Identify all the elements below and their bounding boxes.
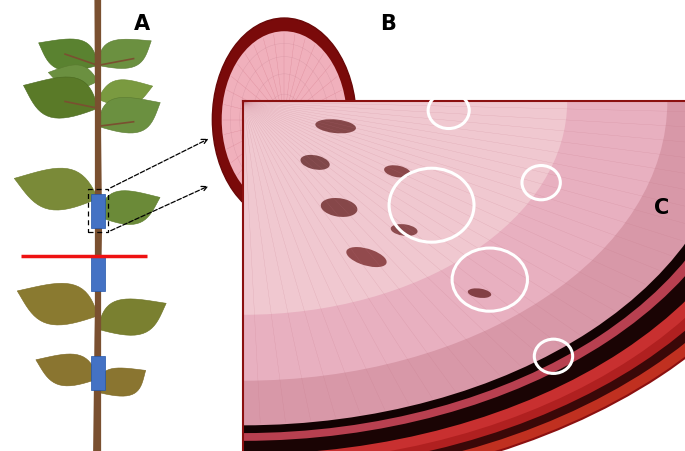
Ellipse shape — [212, 18, 356, 221]
Ellipse shape — [301, 155, 329, 170]
Wedge shape — [243, 101, 685, 451]
Wedge shape — [243, 101, 685, 451]
Polygon shape — [38, 39, 98, 71]
Text: C: C — [654, 198, 669, 218]
Ellipse shape — [468, 288, 491, 298]
Ellipse shape — [390, 224, 418, 236]
Ellipse shape — [347, 247, 386, 267]
Ellipse shape — [321, 198, 358, 217]
Polygon shape — [98, 39, 151, 69]
Wedge shape — [243, 101, 685, 425]
Wedge shape — [243, 101, 685, 451]
Ellipse shape — [384, 165, 410, 178]
Wedge shape — [243, 101, 685, 451]
Ellipse shape — [315, 119, 356, 133]
Polygon shape — [98, 97, 160, 133]
Polygon shape — [98, 368, 146, 396]
Bar — [91, 194, 105, 228]
Wedge shape — [243, 101, 685, 451]
Ellipse shape — [222, 31, 347, 208]
Bar — [91, 257, 105, 291]
Bar — [91, 356, 105, 390]
Polygon shape — [23, 77, 98, 118]
Wedge shape — [243, 101, 685, 441]
Polygon shape — [36, 354, 98, 386]
Polygon shape — [14, 168, 98, 210]
Polygon shape — [49, 65, 98, 89]
Polygon shape — [17, 283, 98, 325]
Bar — [88, 189, 108, 232]
Polygon shape — [98, 80, 153, 106]
Wedge shape — [243, 101, 667, 381]
Ellipse shape — [285, 106, 297, 124]
Text: B: B — [380, 14, 396, 33]
Wedge shape — [243, 101, 685, 433]
Polygon shape — [98, 191, 160, 225]
Polygon shape — [98, 299, 166, 335]
Wedge shape — [243, 101, 567, 315]
Text: A: A — [134, 14, 150, 33]
